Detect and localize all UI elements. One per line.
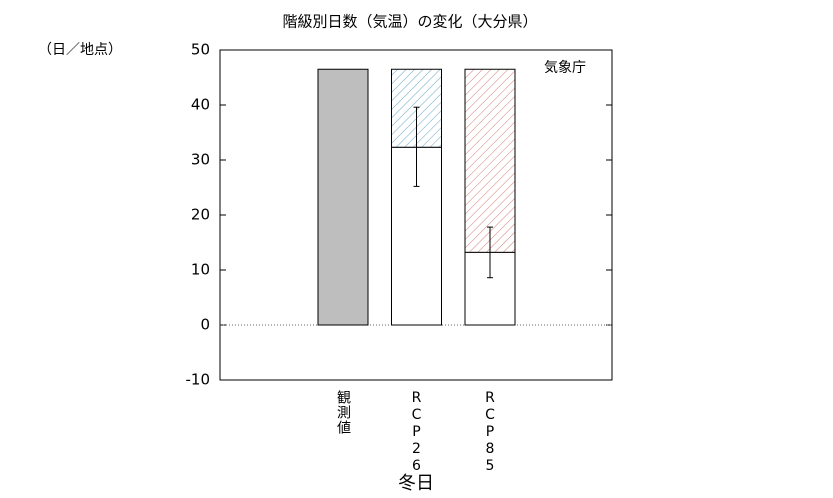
chart-title: 階級別日数（気温）の変化（大分県） — [282, 13, 537, 31]
y-tick-label: 0 — [200, 316, 210, 334]
y-tick-label: 10 — [191, 261, 210, 279]
y-tick-label: -10 — [186, 371, 211, 389]
x-axis-label: 冬日 — [398, 473, 434, 494]
x-tick-label: RCP26 — [409, 390, 425, 475]
x-tick-label: 観測値 — [335, 389, 351, 435]
annotation: 気象庁 — [544, 60, 586, 76]
change-hatch — [464, 68, 516, 253]
x-tick-label: RCP85 — [482, 390, 498, 475]
y-tick-label: 50 — [191, 41, 210, 59]
y-unit: （日／地点） — [38, 42, 122, 58]
y-tick-label: 40 — [191, 96, 210, 114]
y-tick-label: 30 — [191, 151, 210, 169]
y-tick-label: 20 — [191, 206, 210, 224]
plot-frame — [219, 49, 613, 381]
bar — [317, 68, 369, 326]
